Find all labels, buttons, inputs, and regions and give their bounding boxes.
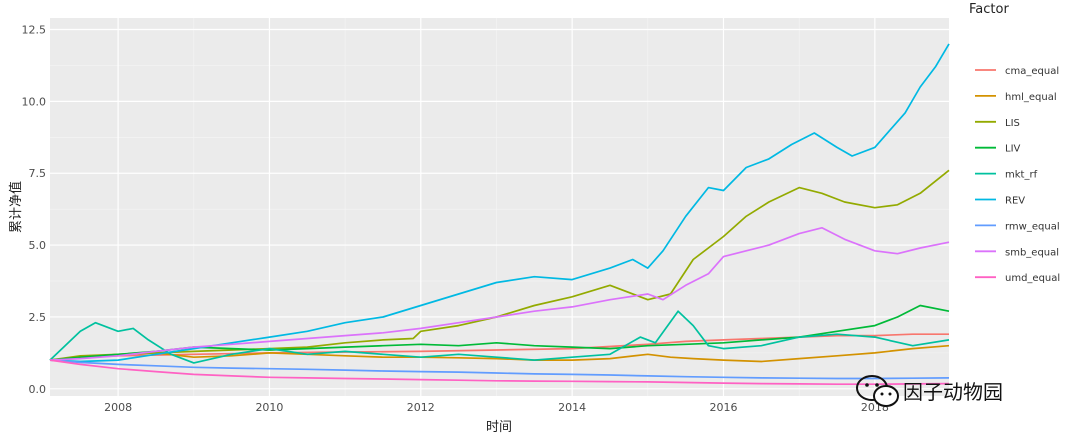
x-tick-label: 2008 [104,401,132,414]
x-tick-label: 2010 [255,401,283,414]
y-axis-title: 累计净值 [8,181,24,233]
y-tick-label: 12.5 [22,23,47,36]
axes: 2008 2010 2012 2014 2016 20180.02.55.07.510.0… [22,23,889,414]
series-lines [49,43,950,386]
x-tick-label: 2016 [709,401,737,414]
legend-label-umd_equal: umd_equal [1005,273,1060,284]
legend-label-smb_equal: smb_equal [1005,247,1059,258]
legend: Factor cma_equal hml_equal LIS LIV mkt_rf REV… [969,2,1060,284]
legend-label-cma_equal: cma_equal [1005,66,1059,77]
legend-label-REV: REV [1005,196,1025,207]
series-line-umd_equal [49,359,950,386]
y-tick-label: 0.0 [29,383,47,396]
legend-label-LIS: LIS [1005,118,1020,129]
legend-label-LIV: LIV [1005,144,1021,155]
x-tick-label: 2012 [407,401,435,414]
plot-panel [50,18,949,396]
legend-title: Factor [969,2,1009,17]
y-tick-label: 5.0 [29,239,47,252]
series-line-rmw_equal [49,359,950,380]
legend-label-hml_equal: hml_equal [1005,92,1057,103]
x-axis-title: 时间 [486,420,512,435]
watermark-text: 因子动物园 [903,380,1003,404]
y-tick-label: 2.5 [29,311,47,324]
x-tick-label: 2014 [558,401,586,414]
series-line-mkt_rf [49,310,950,364]
y-tick-label: 7.5 [29,167,47,180]
watermark: 因子动物园 [856,375,1003,407]
legend-label-mkt_rf: mkt_rf [1005,170,1038,181]
legend-label-rmw_equal: rmw_equal [1005,221,1060,232]
series-line-cma_equal [49,333,949,361]
series-line-smb_equal [49,226,950,361]
y-tick-label: 10.0 [22,95,47,108]
series-line-LIS [49,169,950,361]
wechat-logo-icon [856,375,899,407]
series-line-REV [49,43,950,363]
